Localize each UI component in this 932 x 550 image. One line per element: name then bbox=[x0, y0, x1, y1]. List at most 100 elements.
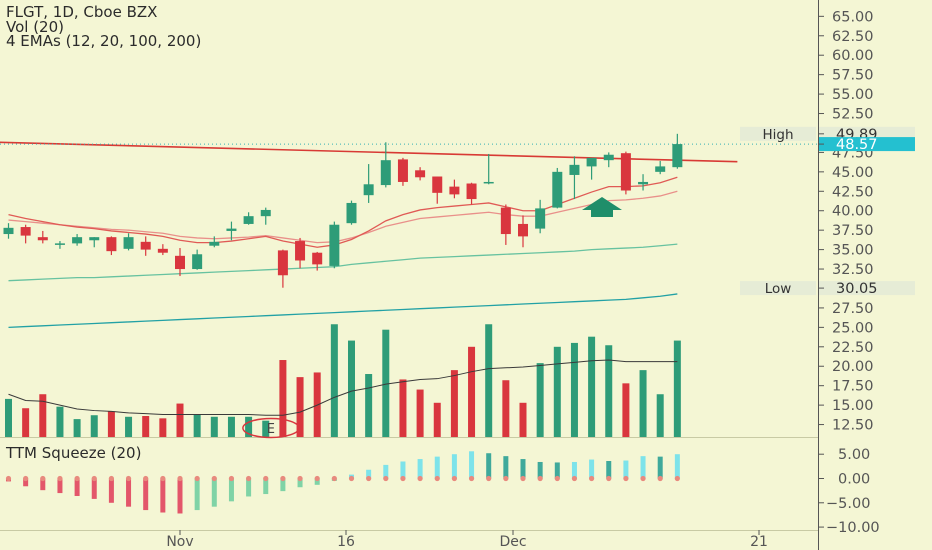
squeeze-bar bbox=[211, 478, 217, 507]
low-value: 30.05 bbox=[836, 281, 878, 297]
price-tick-label: 15.00 bbox=[832, 398, 874, 414]
volume-legend: Vol (20) bbox=[6, 18, 65, 36]
volume-bar bbox=[125, 416, 133, 437]
volume-bar bbox=[399, 379, 407, 437]
squeeze-bar bbox=[91, 478, 97, 499]
price-tick-label: 42.50 bbox=[832, 184, 874, 200]
squeeze-dot bbox=[280, 475, 286, 482]
squeeze-bar bbox=[246, 478, 252, 497]
squeeze-bar bbox=[280, 478, 286, 492]
squeeze-dot bbox=[417, 475, 423, 482]
candle-body bbox=[89, 237, 100, 241]
squeeze-bar bbox=[451, 454, 457, 479]
volume-bar bbox=[382, 329, 390, 437]
candle-body bbox=[432, 176, 443, 193]
chart-title: FLGT, 1D, Cboe BZX bbox=[6, 3, 158, 21]
squeeze-dot bbox=[263, 475, 269, 482]
candle-body bbox=[157, 248, 168, 253]
time-tick-label: Dec bbox=[499, 534, 526, 550]
price-tick-label: 37.50 bbox=[832, 223, 874, 239]
price-tick-label: 52.50 bbox=[832, 107, 874, 123]
squeeze-bar bbox=[108, 478, 114, 503]
squeeze-dot bbox=[40, 475, 46, 482]
squeeze-dot bbox=[520, 475, 526, 482]
volume-bar bbox=[416, 389, 424, 437]
candle-body bbox=[72, 237, 83, 244]
price-tick-label: 25.00 bbox=[832, 320, 874, 336]
squeeze-dot bbox=[554, 475, 560, 482]
squeeze-dot bbox=[468, 475, 475, 482]
candle-body bbox=[569, 164, 580, 175]
candle-body bbox=[106, 237, 117, 252]
indicator-tick-label: −10.00 bbox=[826, 520, 880, 536]
low-value-bg bbox=[819, 281, 915, 296]
candle-body bbox=[3, 227, 14, 235]
candle-body bbox=[243, 216, 254, 224]
candle-body bbox=[123, 237, 134, 249]
low-label-bg bbox=[740, 281, 816, 296]
time-tick-label: 19 bbox=[0, 534, 1, 550]
time-tick-label: 21 bbox=[750, 534, 768, 550]
volume-bar bbox=[656, 394, 664, 437]
squeeze-dot bbox=[331, 475, 337, 482]
candle-body bbox=[312, 252, 323, 265]
ema200-line bbox=[8, 293, 678, 329]
volume-bar bbox=[39, 394, 47, 437]
squeeze-bar bbox=[177, 478, 183, 514]
squeeze-dot bbox=[5, 475, 12, 482]
squeeze-bar bbox=[194, 478, 200, 511]
volume-bar bbox=[468, 346, 476, 437]
candle-body bbox=[620, 153, 631, 191]
squeeze-dot bbox=[623, 475, 629, 482]
volume-bar bbox=[56, 406, 64, 437]
volume-bar bbox=[107, 411, 115, 437]
squeeze-bar bbox=[23, 478, 29, 487]
squeeze-dot bbox=[400, 475, 406, 482]
squeeze-dot bbox=[108, 475, 114, 482]
squeeze-bar bbox=[417, 459, 423, 479]
squeeze-legend: TTM Squeeze (20) bbox=[6, 444, 142, 462]
squeeze-bar bbox=[657, 456, 663, 479]
candle-body bbox=[397, 159, 408, 182]
squeeze-dot bbox=[657, 475, 663, 482]
squeeze-bar bbox=[554, 462, 560, 479]
squeeze-dot bbox=[177, 475, 183, 482]
ema-legend: 4 EMAs (12, 20, 100, 200) bbox=[6, 32, 202, 50]
candle-body bbox=[672, 144, 683, 168]
indicator-tick-label: 5.00 bbox=[838, 447, 870, 463]
squeeze-bar bbox=[640, 456, 646, 479]
squeeze-dot bbox=[23, 475, 29, 482]
earnings-label: E bbox=[267, 422, 275, 437]
volume-bar bbox=[433, 402, 441, 437]
squeeze-bar bbox=[383, 464, 389, 479]
squeeze-bar bbox=[143, 478, 149, 511]
volume-bar bbox=[502, 380, 510, 437]
price-tick-label: 20.00 bbox=[832, 359, 874, 375]
squeeze-dot bbox=[503, 475, 509, 482]
volume-bar bbox=[5, 398, 12, 437]
squeeze-bar bbox=[571, 461, 577, 479]
squeeze-dot bbox=[125, 475, 132, 482]
high-label: High bbox=[762, 127, 793, 143]
volume-bar bbox=[330, 324, 338, 437]
squeeze-bar bbox=[486, 453, 492, 479]
high-label-bg bbox=[740, 126, 816, 141]
price-tick-label: 65.00 bbox=[832, 9, 874, 25]
squeeze-bar bbox=[434, 456, 440, 479]
volume-bar bbox=[673, 340, 681, 437]
squeeze-dot bbox=[383, 475, 389, 482]
volume-bar bbox=[227, 416, 235, 437]
volume-bar bbox=[450, 370, 458, 437]
price-tick-label: 60.00 bbox=[832, 48, 874, 64]
candle-body bbox=[535, 208, 546, 229]
candle-body bbox=[655, 166, 666, 172]
buy-signal-arrow-icon bbox=[582, 196, 622, 217]
price-tick-label: 62.50 bbox=[832, 29, 874, 45]
squeeze-dot bbox=[674, 475, 680, 482]
price-tick-label: 12.50 bbox=[832, 418, 874, 434]
squeeze-dot bbox=[211, 475, 217, 482]
volume-bar bbox=[365, 374, 373, 437]
squeeze-bar bbox=[263, 478, 269, 495]
squeeze-dot bbox=[486, 475, 492, 482]
